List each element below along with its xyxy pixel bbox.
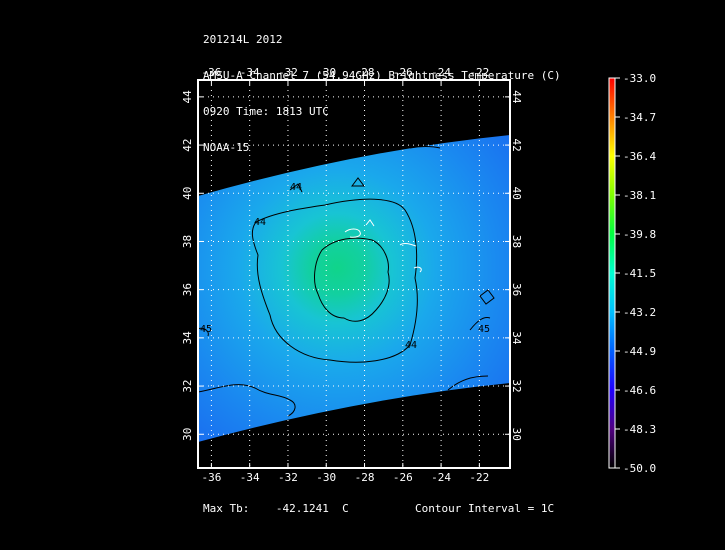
lon-tick-label-bottom: -32 xyxy=(278,471,298,484)
map-frame xyxy=(197,79,511,469)
colorbar-tick-label: -48.3 xyxy=(623,423,656,436)
longitude-ticks: -36 -36 -34 -34 -32 -32 -30 -30 -28 -28 -26 -26 -24 -… xyxy=(201,66,489,484)
lon-tick-label-top: -30 xyxy=(316,66,336,79)
swath-data xyxy=(198,135,510,442)
lat-tick-label-left: 38 xyxy=(181,235,194,248)
colorbar-tick-label: -39.8 xyxy=(623,228,656,241)
max-tb-value: -42.1241 xyxy=(275,502,329,515)
lat-tick-label-right: 40 xyxy=(510,187,523,200)
header-channel: AMSU-A Channel 7 (54.94GHz) Brightness T… xyxy=(203,69,561,82)
map-header: 201214L 2012 AMSU-A Channel 7 (54.94GHz)… xyxy=(203,10,561,166)
contour-label: 44 xyxy=(405,340,417,351)
contour-label: 44 xyxy=(254,217,266,228)
max-tb-unit: C xyxy=(342,502,349,515)
lat-tick-label-left: 44 xyxy=(181,90,194,104)
lat-tick-label-right: 42 xyxy=(510,138,523,151)
lon-tick-label-top: -36 xyxy=(201,66,221,79)
max-tb-label: Max Tb: xyxy=(203,502,250,515)
contour-lines xyxy=(198,146,495,417)
colorbar-tick-label: -36.4 xyxy=(623,150,656,163)
lat-tick-label-right: 34 xyxy=(510,331,523,345)
lat-tick-label-left: 42 xyxy=(181,138,194,151)
lon-tick-label-top: -32 xyxy=(278,66,298,79)
lat-tick-label-left: 30 xyxy=(181,428,194,441)
lat-tick-label-right: 36 xyxy=(510,283,523,296)
header-time: 0920 Time: 1813 UTC xyxy=(203,105,329,118)
colorbar-tick-label: -43.2 xyxy=(623,306,656,319)
max-tb-readout: Max Tb: -42.1241 C xyxy=(203,502,349,515)
contour-label: 45 xyxy=(478,324,490,335)
contour-label: 45 xyxy=(200,324,212,335)
colorbar-tick-label: -46.6 xyxy=(623,384,656,397)
contour-labels: 44 44 44 45 45 xyxy=(200,182,490,351)
lon-tick-label-bottom: -22 xyxy=(469,471,489,484)
lat-tick-label-left: 32 xyxy=(181,379,194,392)
contour-label: 44 xyxy=(290,182,302,193)
lon-tick-label-top: -26 xyxy=(393,66,413,79)
lon-tick-label-bottom: -24 xyxy=(431,471,451,484)
colorbar-tick-label: -41.5 xyxy=(623,267,656,280)
lon-tick-label-top: -28 xyxy=(355,66,375,79)
lat-tick-label-left: 34 xyxy=(181,331,194,345)
colorbar-tick-label: -38.1 xyxy=(623,189,656,202)
lon-tick-label-bottom: -30 xyxy=(316,471,336,484)
contour-interval: Contour Interval = 1C xyxy=(415,502,555,515)
lat-tick-label-left: 40 xyxy=(181,187,194,200)
lat-tick-label-right: 32 xyxy=(510,379,523,392)
lat-tick-label-right: 30 xyxy=(510,428,523,441)
lon-tick-label-top: -34 xyxy=(240,66,260,79)
header-storm-id: 201214L 2012 xyxy=(203,33,283,46)
colorbar-tick-label: -44.9 xyxy=(623,345,656,358)
lon-tick-label-bottom: -34 xyxy=(240,471,260,484)
lon-tick-label-top: -24 xyxy=(431,66,451,79)
lat-tick-label-right: 44 xyxy=(510,90,523,104)
colorbar-tick-label: -34.7 xyxy=(623,111,656,124)
colorbar-ticks: -33.0 -34.7 -36.4 -38.1 -39.8 -41.5 -43.2 -44.9… xyxy=(615,72,656,475)
lat-tick-label-right: 38 xyxy=(510,235,523,248)
colorbar-tick-label: -50.0 xyxy=(623,462,656,475)
lon-tick-label-bottom: -26 xyxy=(393,471,413,484)
colorbar-tick-label: -33.0 xyxy=(623,72,656,85)
lon-tick-label-bottom: -28 xyxy=(355,471,375,484)
contour-lines-warm xyxy=(344,219,422,273)
latitude-ticks: 30 30 32 32 34 34 36 36 38 38 40 40 42 42 44 44 xyxy=(181,90,523,441)
lon-tick-label-top: -22 xyxy=(469,66,489,79)
lon-tick-label-bottom: -36 xyxy=(201,471,221,484)
header-satellite: NOAA-15 xyxy=(203,141,250,154)
grid-lines xyxy=(198,80,510,468)
lat-tick-label-left: 36 xyxy=(181,283,194,296)
colorbar xyxy=(608,77,616,469)
